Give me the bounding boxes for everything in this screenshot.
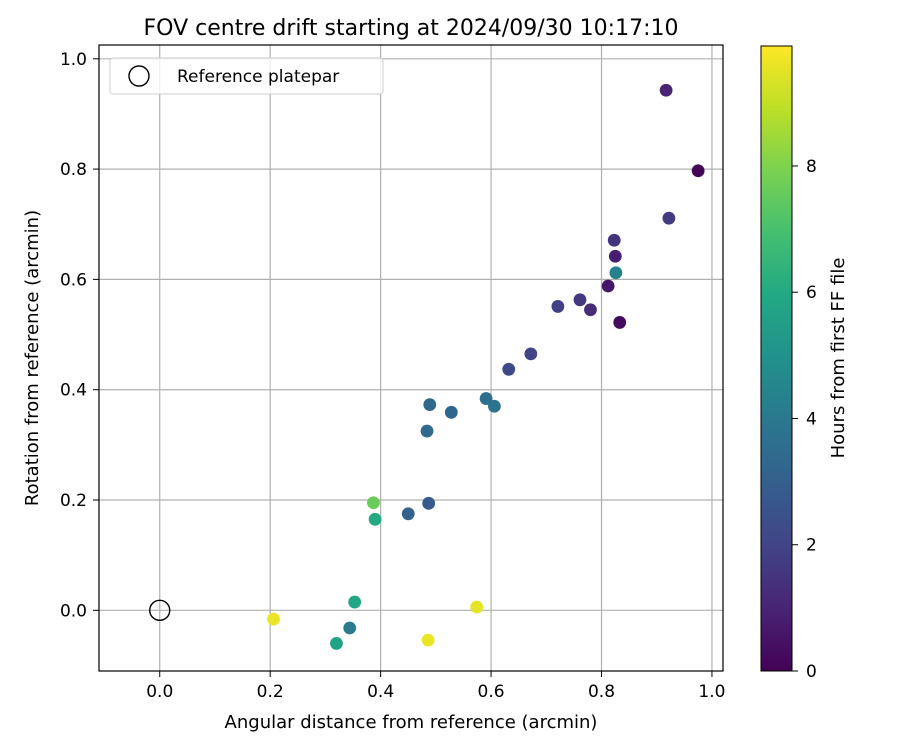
scatter-point <box>479 392 493 405</box>
scatter-point <box>367 496 380 510</box>
y-tick-label: 0.2 <box>60 491 87 511</box>
scatter-point <box>444 405 458 419</box>
plot-frame <box>98 44 724 672</box>
x-tick-label: 0.2 <box>257 682 284 702</box>
scatter-point <box>601 279 615 293</box>
scatter-point <box>421 633 435 647</box>
scatter-point <box>659 83 673 97</box>
scatter-point <box>584 303 597 317</box>
colorbar-tick-label: 2 <box>806 536 817 556</box>
scatter-point <box>420 424 434 438</box>
colorbar-tick-label: 6 <box>806 283 817 303</box>
scatter-point <box>613 316 627 329</box>
x-tick-label: 0.0 <box>146 682 173 702</box>
scatter-point <box>487 399 501 413</box>
colorbar-label: Hours from first FF file <box>828 258 849 459</box>
scatter-point <box>524 347 538 361</box>
legend-marker-icon <box>128 65 150 87</box>
y-tick-label: 0.4 <box>60 381 87 401</box>
colorbar-tick-label: 4 <box>806 409 817 429</box>
scatter-point <box>348 595 362 609</box>
x-axis-ticks: 0.0 0.2 0.4 0.6 0.8 1.0 <box>146 671 725 702</box>
scatter-point <box>401 507 415 521</box>
x-tick-label: 0.4 <box>367 682 394 702</box>
scatter-point <box>662 211 676 225</box>
scatter-point <box>608 249 622 263</box>
x-tick-label: 1.0 <box>698 682 725 702</box>
reference-marker <box>149 599 171 622</box>
x-tick-label: 0.6 <box>478 682 505 702</box>
scatter-point <box>330 637 343 650</box>
colorbar-tick-label: 0 <box>806 662 817 682</box>
scatter-point <box>423 398 437 412</box>
y-tick-label: 0.8 <box>60 160 87 180</box>
reference-marker-group <box>149 599 171 622</box>
legend-label: Reference platepar <box>177 67 339 87</box>
scatter-point <box>267 612 280 626</box>
colorbar-tick-label: 8 <box>806 157 817 177</box>
y-tick-label: 0.6 <box>60 270 87 290</box>
scatter-point <box>502 362 516 376</box>
scatter-point <box>551 300 565 313</box>
chart-title: FOV centre drift starting at 2024/09/30 … <box>144 16 679 41</box>
scatter-point <box>691 164 705 178</box>
x-axis-label: Angular distance from reference (arcmin) <box>225 712 598 733</box>
scatter-point <box>422 496 436 510</box>
data-points <box>267 83 705 650</box>
x-tick-label: 0.8 <box>588 682 615 702</box>
legend: Reference platepar <box>109 57 384 95</box>
legend-box <box>109 57 384 95</box>
y-axis-ticks: 0.0 0.2 0.4 0.6 0.8 1.0 <box>60 50 99 621</box>
y-tick-label: 1.0 <box>60 50 87 70</box>
scatter-point <box>607 233 621 247</box>
y-axis-label: Rotation from reference (arcmin) <box>22 210 43 506</box>
scatter-point <box>343 621 357 635</box>
grid-lines <box>99 45 723 671</box>
colorbar-ticks: 0 2 4 6 8 <box>792 157 817 682</box>
colorbar: 0 2 4 6 8 Hours from first FF file <box>760 45 849 682</box>
scatter-point <box>609 266 623 280</box>
scatter-point <box>573 293 587 307</box>
scatter-point <box>470 600 484 614</box>
colorbar-gradient <box>760 45 793 672</box>
y-tick-label: 0.0 <box>60 601 87 621</box>
scatter-point <box>368 512 382 526</box>
